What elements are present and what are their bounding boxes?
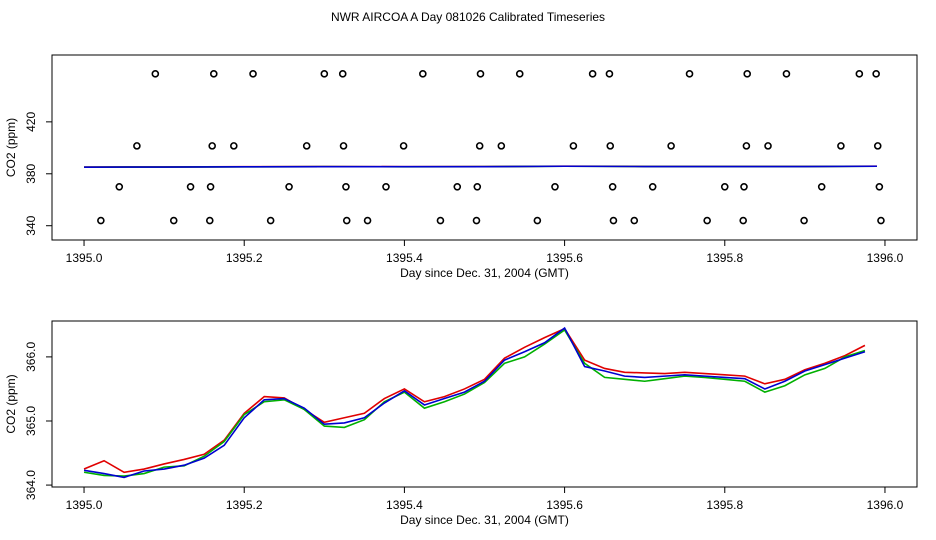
point xyxy=(875,182,884,191)
point xyxy=(739,216,747,225)
point xyxy=(817,182,826,191)
point xyxy=(648,182,657,191)
point xyxy=(169,216,178,225)
point xyxy=(475,142,484,150)
y-tick-label: 365.0 xyxy=(24,406,38,436)
point xyxy=(837,142,845,150)
x-tick-label: 1396.0 xyxy=(867,251,904,265)
point xyxy=(703,216,711,225)
point xyxy=(472,216,481,225)
point xyxy=(533,216,542,225)
y-tick-label: 420 xyxy=(24,112,38,132)
point xyxy=(285,182,293,191)
point xyxy=(782,70,791,78)
y-tick-label: 340 xyxy=(24,215,38,235)
point xyxy=(339,142,348,150)
point xyxy=(209,70,218,78)
point xyxy=(609,216,618,225)
point xyxy=(453,182,462,191)
point xyxy=(630,216,639,225)
point xyxy=(742,142,751,150)
point xyxy=(764,142,772,150)
point xyxy=(877,216,885,225)
x-axis-label: Day since Dec. 31, 2004 (GMT) xyxy=(400,266,569,280)
point xyxy=(685,70,694,78)
point xyxy=(419,70,427,78)
y-axis-label: CO2 (ppm) xyxy=(4,118,18,177)
point xyxy=(667,142,675,150)
x-tick-label: 1395.2 xyxy=(226,498,263,512)
x-tick-label: 1395.8 xyxy=(706,498,743,512)
point xyxy=(473,182,482,191)
point xyxy=(605,70,614,78)
point xyxy=(206,182,215,191)
plot-frame xyxy=(51,54,918,241)
y-tick-label: 364.0 xyxy=(24,470,38,500)
point xyxy=(266,216,275,225)
point xyxy=(569,142,578,150)
point xyxy=(342,182,350,191)
point xyxy=(588,70,597,78)
point xyxy=(205,216,214,225)
x-tick-label: 1395.6 xyxy=(546,498,583,512)
line xyxy=(83,326,866,479)
point xyxy=(476,70,485,78)
point xyxy=(873,142,882,150)
point xyxy=(608,182,617,191)
point xyxy=(551,182,559,191)
point xyxy=(133,142,141,150)
point xyxy=(606,142,615,150)
x-tick-label: 1395.6 xyxy=(546,251,583,265)
x-tick-label: 1395.2 xyxy=(226,251,263,265)
x-axis-label: Day since Dec. 31, 2004 (GMT) xyxy=(400,513,569,527)
point xyxy=(800,216,808,225)
point xyxy=(302,142,311,150)
point xyxy=(740,182,748,191)
point xyxy=(382,182,390,191)
chart-title: NWR AIRCOA A Day 081026 Calibrated Times… xyxy=(331,10,605,24)
point xyxy=(497,142,506,150)
point xyxy=(720,182,729,191)
point xyxy=(249,70,257,78)
point xyxy=(338,70,347,78)
point xyxy=(363,216,372,225)
point xyxy=(208,142,216,150)
point xyxy=(342,216,351,225)
x-tick-label: 1395.8 xyxy=(706,251,743,265)
point xyxy=(872,70,880,78)
point xyxy=(151,70,160,78)
point xyxy=(97,216,105,225)
point xyxy=(436,216,445,225)
plot-frame xyxy=(51,320,918,488)
x-tick-label: 1395.4 xyxy=(386,251,423,265)
point xyxy=(186,182,195,191)
line xyxy=(83,328,866,477)
x-tick-label: 1395.0 xyxy=(66,251,103,265)
point xyxy=(743,70,752,78)
point xyxy=(855,70,864,78)
point xyxy=(399,142,408,150)
y-tick-label: 380 xyxy=(24,163,38,183)
x-tick-label: 1396.0 xyxy=(867,498,904,512)
point xyxy=(515,70,524,78)
y-tick-label: 366.0 xyxy=(24,342,38,372)
line xyxy=(84,165,877,168)
point xyxy=(230,142,238,150)
y-axis-label: CO2 (ppm) xyxy=(4,374,18,433)
point xyxy=(320,70,329,78)
x-tick-label: 1395.4 xyxy=(386,498,423,512)
x-tick-label: 1395.0 xyxy=(66,498,103,512)
line xyxy=(83,327,866,474)
point xyxy=(115,182,124,191)
